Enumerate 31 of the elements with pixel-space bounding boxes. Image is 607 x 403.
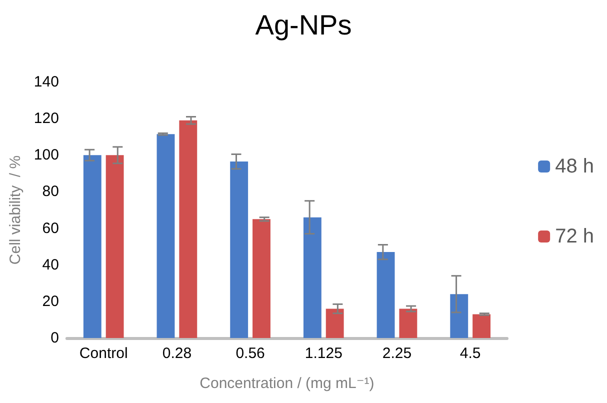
y-tick-label: 60 [42, 220, 59, 237]
x-tick-label: 0.28 [162, 345, 192, 362]
x-tick-label: 4.5 [460, 345, 481, 362]
y-axis-title: Cell viability / % [7, 155, 24, 265]
y-tick-label: 80 [42, 183, 59, 200]
bar [399, 308, 418, 338]
x-axis-title: Concentration / (mg mL⁻¹) [200, 375, 374, 392]
bar [472, 314, 490, 338]
bar [83, 155, 102, 338]
bar [326, 308, 344, 338]
y-tick-label: 120 [34, 110, 59, 128]
y-tick-label: 40 [42, 256, 59, 274]
legend-label: 72 h [555, 226, 594, 248]
x-tick-label: Control [79, 345, 128, 362]
y-tick-label: 100 [34, 146, 59, 164]
bar [230, 162, 248, 338]
y-tick-label: 140 [34, 74, 59, 90]
bar [179, 120, 198, 338]
bar [106, 155, 124, 338]
y-tick-label: 20 [42, 292, 59, 310]
legend-label: 48 h [555, 156, 594, 178]
x-tick-label: 2.25 [382, 345, 412, 362]
bar [376, 252, 395, 338]
bar [156, 134, 175, 338]
x-tick-label: 1.125 [304, 345, 342, 362]
x-tick-label: 0.56 [236, 345, 265, 362]
y-tick-label: 0 [50, 330, 59, 346]
bar [303, 217, 322, 338]
bar [450, 294, 468, 338]
chart-title: Ag-NPs [255, 10, 352, 40]
bar [252, 219, 270, 338]
